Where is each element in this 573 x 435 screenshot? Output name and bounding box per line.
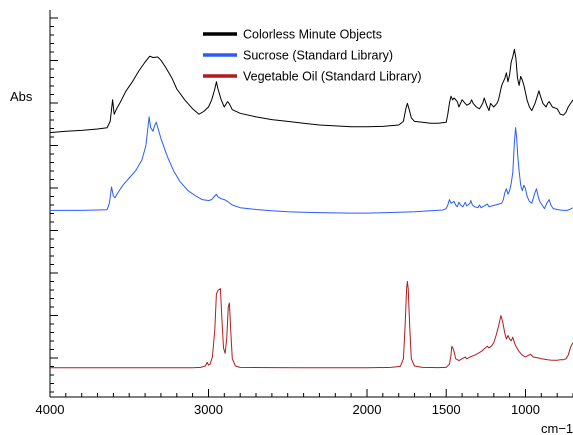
- y-axis-ticks: [50, 17, 58, 393]
- x-tick-label: 3000: [194, 402, 223, 417]
- x-axis-label: cm−1: [541, 421, 573, 435]
- x-tick-label: 2000: [353, 402, 382, 417]
- x-tick-label: 4000: [36, 402, 65, 417]
- x-tick-label: 1000: [511, 402, 540, 417]
- legend: Colorless Minute Objects Sucrose (Standar…: [203, 28, 422, 84]
- x-axis-tick-labels: 4000 3000 2000 1500 1000: [36, 402, 540, 417]
- series-line-3: [50, 280, 573, 369]
- series-lines: [49, 48, 573, 369]
- x-tick-label: 1500: [432, 402, 461, 417]
- legend-label: Colorless Minute Objects: [243, 28, 382, 42]
- legend-label: Sucrose (Standard Library): [243, 49, 393, 63]
- x-axis-ticks: [49, 389, 573, 397]
- series-line-1: [49, 48, 573, 134]
- legend-label: Vegetable Oil (Standard Library): [243, 70, 422, 84]
- series-line-2: [50, 116, 573, 214]
- y-axis-label: Abs: [10, 89, 33, 104]
